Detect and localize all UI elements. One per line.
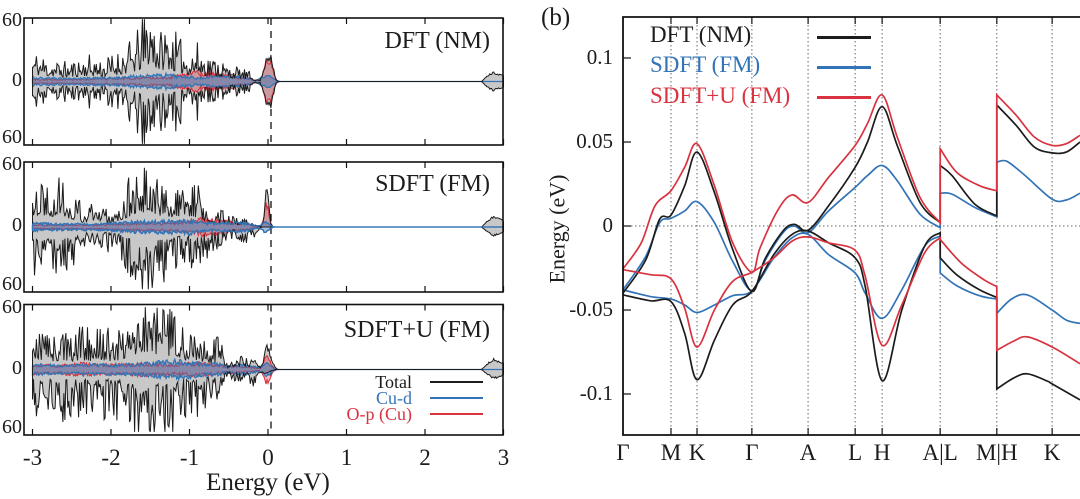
dos-op-curve	[31, 202, 504, 238]
k-point-label: H	[873, 440, 891, 465]
legend-label-op: O-p (Cu)	[346, 404, 413, 424]
k-point-label: Γ	[616, 440, 630, 465]
legend-label-total: Total	[375, 372, 412, 392]
k-point-label: Γ	[745, 440, 759, 465]
left-x-tick-label: 2	[419, 445, 431, 470]
legend-line-total	[430, 381, 483, 383]
right-y-tick-label: -0.1	[579, 381, 613, 405]
left-y-tick-label: 60	[2, 295, 22, 318]
left-x-tick-label: 3	[497, 445, 510, 470]
k-point-label: L	[848, 440, 863, 465]
band-legend-sdft-fm: SDFT (FM)	[650, 52, 761, 77]
left-x-tick-label: -1	[179, 445, 200, 470]
band-curve-sdft-u-fm-	[622, 92, 1080, 274]
k-point-label: M	[660, 440, 682, 465]
left-x-tick-label: 1	[340, 445, 353, 470]
right-y-tick-label: -0.05	[569, 297, 613, 321]
dos-total-fill	[32, 307, 504, 432]
dos-cud-curve	[31, 357, 504, 383]
k-point-label: K	[688, 440, 706, 465]
dos-op-curve	[31, 57, 504, 106]
band-curve-sdft-fm-	[622, 232, 1080, 325]
left-x-tick-label: 0	[262, 445, 274, 470]
left-y-tick-label: 60	[2, 153, 22, 175]
band-curve-sdft-fm-	[622, 159, 1080, 292]
band-legend-sdftu-fm: SDFT+U (FM)	[650, 83, 791, 108]
left-y-tick-label: 60	[2, 9, 22, 31]
k-point-label: A	[799, 440, 817, 465]
left-x-tick-label: -2	[101, 445, 121, 470]
band-curve-dft-nm-	[622, 229, 1080, 401]
dos-panel-border	[23, 303, 504, 436]
left-x-axis-label: Energy (eV)	[206, 469, 330, 496]
right-y-tick-label: 0	[602, 213, 614, 237]
panel-title-dft-nm: DFT (NM)	[384, 28, 490, 54]
band-curve-dft-nm-	[622, 102, 1080, 294]
right-y-tick-label: 0.1	[586, 45, 613, 69]
band-legend-line-sdftu	[817, 96, 871, 99]
legend-line-cud	[430, 397, 483, 399]
k-point-label: M|H	[975, 440, 1018, 465]
left-y-tick-label: 60	[2, 126, 22, 148]
panel-title-sdftu-fm: SDFT+U (FM)	[343, 317, 490, 343]
panel-title-sdft-fm: SDFT (FM)	[375, 171, 490, 197]
subfigure-b-label: (b)	[541, 4, 571, 31]
left-y-tick-label: 0	[12, 214, 22, 236]
band-legend-dft-nm: DFT (NM)	[650, 22, 752, 47]
left-y-tick-label: 60	[2, 416, 22, 438]
dos-cud-curve	[31, 71, 504, 92]
left-x-tick-label: -3	[22, 445, 43, 470]
dos-panel-border	[23, 161, 504, 293]
legend-line-op	[430, 413, 483, 415]
right-y-tick-label: 0.05	[576, 129, 613, 153]
band-curve-sdft-u-fm-	[622, 235, 1080, 365]
band-legend-line-sdft	[817, 66, 871, 69]
band-legend-line-dft	[817, 36, 871, 39]
left-y-tick-label: 0	[12, 356, 22, 379]
legend-label-cud: Cu-d	[376, 388, 412, 408]
k-point-label: A|L	[922, 440, 958, 465]
left-y-tick-label: 0	[12, 68, 22, 91]
k-point-label: K	[1043, 440, 1061, 465]
dos-total-fill	[32, 19, 504, 144]
dos-panel-border	[23, 17, 504, 146]
dos-cud-overline	[31, 217, 504, 237]
left-y-tick-label: 60	[2, 273, 22, 295]
